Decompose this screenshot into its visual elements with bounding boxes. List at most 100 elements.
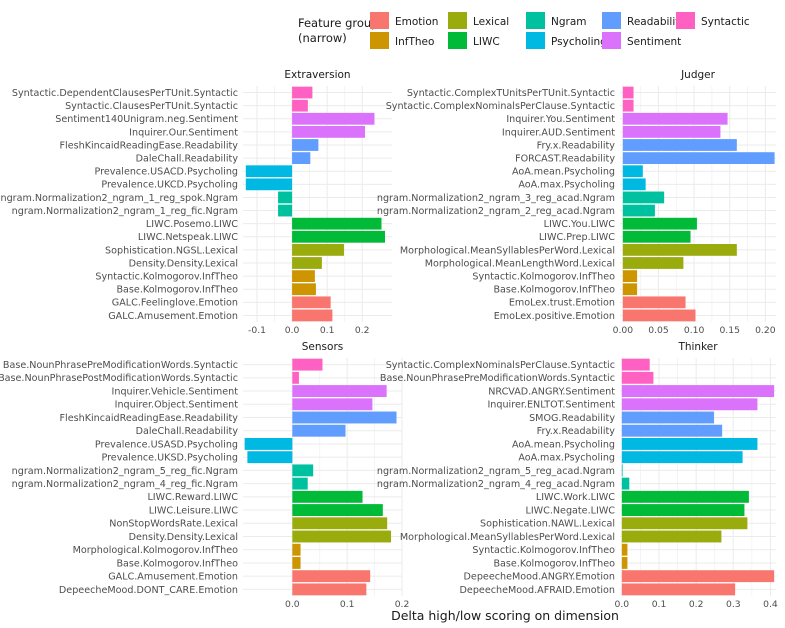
category-label: Inquirer.You.Sentiment: [506, 114, 615, 125]
bar: [621, 504, 745, 517]
category-label: Base.Kolmogorov.InfTheo: [493, 558, 615, 569]
bar: [621, 385, 775, 398]
category-label: AoA.max.Psycholing: [518, 180, 615, 191]
x-tick-label: 0.0: [615, 599, 630, 610]
category-label: Prevalence.UKCD.Psycholing: [101, 180, 238, 191]
category-label: LIWC.Netspeak.LIWC: [138, 232, 238, 243]
bar: [292, 257, 322, 269]
panel-title: Judger: [680, 69, 716, 81]
category-label: ngram.Normalization2_ngram_2_reg_acad.Ng…: [377, 206, 615, 217]
panels: Extraversion -0.1 0.0 0.1 0.2 Syntactic.Depen…: [0, 69, 778, 610]
bar: [292, 358, 323, 371]
bar: [621, 530, 722, 543]
bar: [292, 583, 367, 596]
category-label: LIWC.Posemo.LIWC: [146, 219, 238, 230]
x-tick-label: 0.10: [684, 325, 705, 336]
bar: [292, 424, 346, 437]
category-label: Density.Density.Lexical: [129, 532, 238, 543]
bar: [622, 204, 655, 217]
bar: [292, 283, 316, 296]
category-label: Inquirer.Our.Sentiment: [129, 127, 238, 138]
bar: [622, 99, 634, 112]
bar: [292, 309, 333, 322]
bar: [292, 464, 314, 477]
legend-label-emotion: Emotion: [395, 16, 438, 28]
bar: [278, 204, 293, 217]
bar: [621, 583, 736, 596]
category-label: Inquirer.Object.Sentiment: [115, 400, 239, 411]
bar: [622, 112, 728, 125]
bar: [292, 517, 388, 530]
bar: [292, 543, 301, 556]
bar: [622, 217, 697, 230]
category-label: ngram.Normalization2_ngram_4_reg_fic.Ngr…: [12, 479, 238, 490]
category-label: Syntactic.ComplexTUnitsPerTUnit.Syntacti…: [407, 88, 615, 99]
category-label: GALC.Amusement.Emotion: [108, 311, 238, 322]
x-tick-label: 0.2: [355, 325, 370, 336]
category-label: Syntactic.DependentClausesPerTUnit.Synta…: [12, 88, 238, 99]
legend-label-ngram: Ngram: [551, 16, 587, 28]
bar: [278, 191, 293, 204]
bar: [622, 86, 634, 99]
legend-label-sentiment: Sentiment: [627, 36, 681, 48]
category-label: Morphological.MeanSyllablesPerWord.Lexic…: [400, 245, 615, 256]
bar: [622, 125, 721, 138]
legend-label-inftheo: InfTheo: [395, 36, 434, 48]
bar: [621, 371, 654, 384]
x-tick-label: 0.0: [285, 325, 300, 336]
x-tick-label: 0.20: [755, 325, 776, 336]
bar: [292, 217, 382, 230]
panel-title: Extraversion: [284, 69, 350, 81]
category-label: ngram.Normalization2_ngram_3_reg_acad.Ng…: [377, 193, 615, 204]
bar: [622, 270, 638, 283]
category-label: Sophistication.NGSL.Lexical: [105, 245, 238, 256]
category-label: DaleChall.Readability: [136, 426, 239, 437]
bar: [292, 530, 392, 543]
bar: [621, 477, 630, 490]
bar: [621, 556, 628, 569]
bar: [621, 411, 714, 424]
bar: [292, 270, 315, 283]
bar: [622, 152, 775, 165]
panel-title: Sensors: [302, 341, 343, 353]
category-label: Prevalence.USASD.Psycholing: [95, 439, 238, 450]
x-tick-label: 0.00: [613, 325, 634, 336]
category-label: EmoLex.positive.Emotion: [494, 311, 615, 322]
legend-key-liwc: [448, 32, 467, 49]
category-label: Syntactic.ComplexNominalsPerClause.Synta…: [386, 101, 615, 112]
legend-label-lexical: Lexical: [473, 16, 509, 28]
panel-extraversion: Extraversion -0.1 0.0 0.1 0.2 Syntactic.Depen…: [0, 69, 392, 336]
category-label: Sophistication.NAWL.Lexical: [480, 519, 615, 530]
category-label: Inquirer.AUD.Sentiment: [502, 127, 615, 138]
x-tick-label: -0.1: [248, 325, 266, 336]
bar: [622, 309, 696, 322]
legend-key-emotion: [370, 12, 389, 29]
category-label: AoA.mean.Psycholing: [512, 167, 615, 178]
bar: [622, 296, 686, 309]
legend-key-lexical: [448, 12, 467, 29]
legend-key-inftheo: [370, 32, 389, 49]
bar: [292, 112, 375, 125]
bar: [292, 152, 311, 165]
category-label: Base.NounPhrasePreModificationWords.Synt…: [380, 373, 615, 384]
category-label: AoA.max.Psycholing: [518, 453, 615, 464]
category-label: Base.NounPhrasePreModificationWords.Synt…: [3, 360, 238, 371]
bar: [292, 570, 371, 583]
x-tick-label: 0.15: [719, 325, 740, 336]
category-label: GALC.Feelinglove.Emotion: [112, 298, 238, 309]
bar: [292, 125, 366, 138]
bar: [621, 464, 623, 477]
bar: [292, 398, 373, 411]
bar: [292, 556, 301, 569]
legend-label-syntactic: Syntactic: [701, 16, 750, 28]
bar: [292, 296, 331, 309]
bar: [292, 411, 397, 424]
panel-title: Thinker: [677, 341, 718, 353]
bar: [621, 543, 628, 556]
category-label: LIWC.Negate.LIWC: [525, 505, 615, 516]
category-label: Syntactic.Kolmogorov.InfTheo: [472, 272, 615, 283]
bar: [621, 398, 758, 411]
x-axis-label: Delta high/low scoring on dimension: [391, 608, 619, 623]
panel-judger: Judger 0.00 0.05 0.10 0.15 0.20 Syntactic.Comp…: [377, 69, 776, 336]
legend-label-psycholing: Psycholing: [551, 36, 607, 48]
